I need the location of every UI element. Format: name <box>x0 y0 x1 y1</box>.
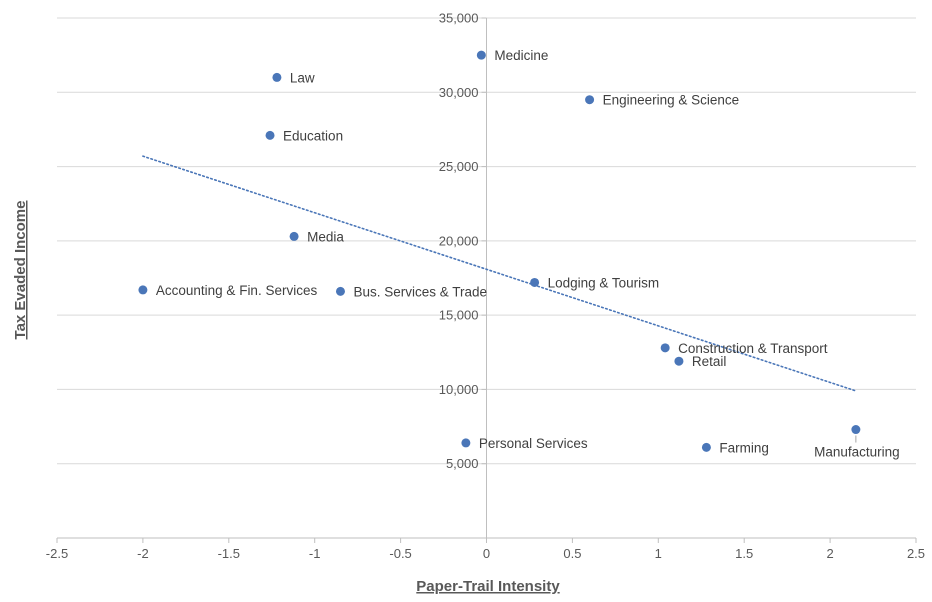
data-point <box>461 438 471 448</box>
point-label: Media <box>307 229 344 244</box>
data-point <box>674 356 684 366</box>
point-label: Bus. Services & Trade <box>353 284 487 299</box>
point-label: Personal Services <box>479 436 588 451</box>
x-axis-title: Paper-Trail Intensity <box>416 578 560 595</box>
trendline <box>142 155 857 392</box>
data-point <box>476 50 486 60</box>
y-tick-label: 30,000 <box>439 85 479 100</box>
x-tick-label: -2.5 <box>46 546 68 561</box>
point-label: Medicine <box>494 48 548 63</box>
point-label: Farming <box>719 440 769 455</box>
trendline-layer <box>142 155 857 392</box>
y-tick-label: 35,000 <box>439 11 479 26</box>
x-tick-label: -1 <box>309 546 321 561</box>
point-label: Construction & Transport <box>678 341 828 356</box>
data-point <box>660 343 670 353</box>
data-point <box>701 442 711 452</box>
x-tick-label: 1 <box>655 546 662 561</box>
y-axis-title: Tax Evaded Income <box>12 201 29 340</box>
x-tick-label: 0.5 <box>563 546 581 561</box>
x-tick-label: -0.5 <box>389 546 411 561</box>
point-label: Manufacturing <box>814 445 900 460</box>
y-tick-label: 20,000 <box>439 233 479 248</box>
data-point <box>335 286 345 296</box>
data-point <box>851 425 861 435</box>
data-point <box>530 277 540 287</box>
point-label: Education <box>283 128 343 143</box>
data-point <box>265 130 275 140</box>
x-tick-label: 0 <box>483 546 490 561</box>
point-label: Law <box>290 70 315 85</box>
data-point <box>289 231 299 241</box>
point-labels: Medicine Law Engineering & Science Educatio… <box>156 48 900 459</box>
point-label: Engineering & Science <box>603 93 740 108</box>
point-label: Lodging & Tourism <box>548 275 660 290</box>
y-tick-label: 15,000 <box>439 308 479 323</box>
point-label: Accounting & Fin. Services <box>156 283 318 298</box>
data-point <box>138 285 148 295</box>
x-tick-label: 2.5 <box>907 546 925 561</box>
data-point <box>585 95 595 105</box>
data-points <box>138 50 861 452</box>
x-tick-label: 2 <box>826 546 833 561</box>
x-tick-label: -2 <box>137 546 149 561</box>
point-label: Retail <box>692 354 727 369</box>
x-tick-label: 1.5 <box>735 546 753 561</box>
axes <box>56 17 917 543</box>
y-tick-label: 5,000 <box>446 456 479 471</box>
y-tick-label: 10,000 <box>439 382 479 397</box>
y-tick-label: 25,000 <box>439 159 479 174</box>
x-tick-label: -1.5 <box>218 546 240 561</box>
tick-labels: -2.5 -2 -1.5 -1 -0.5 0 0.5 1 1.5 2 2.5 5,000 10,000 1… <box>46 11 925 562</box>
data-point <box>272 72 282 82</box>
